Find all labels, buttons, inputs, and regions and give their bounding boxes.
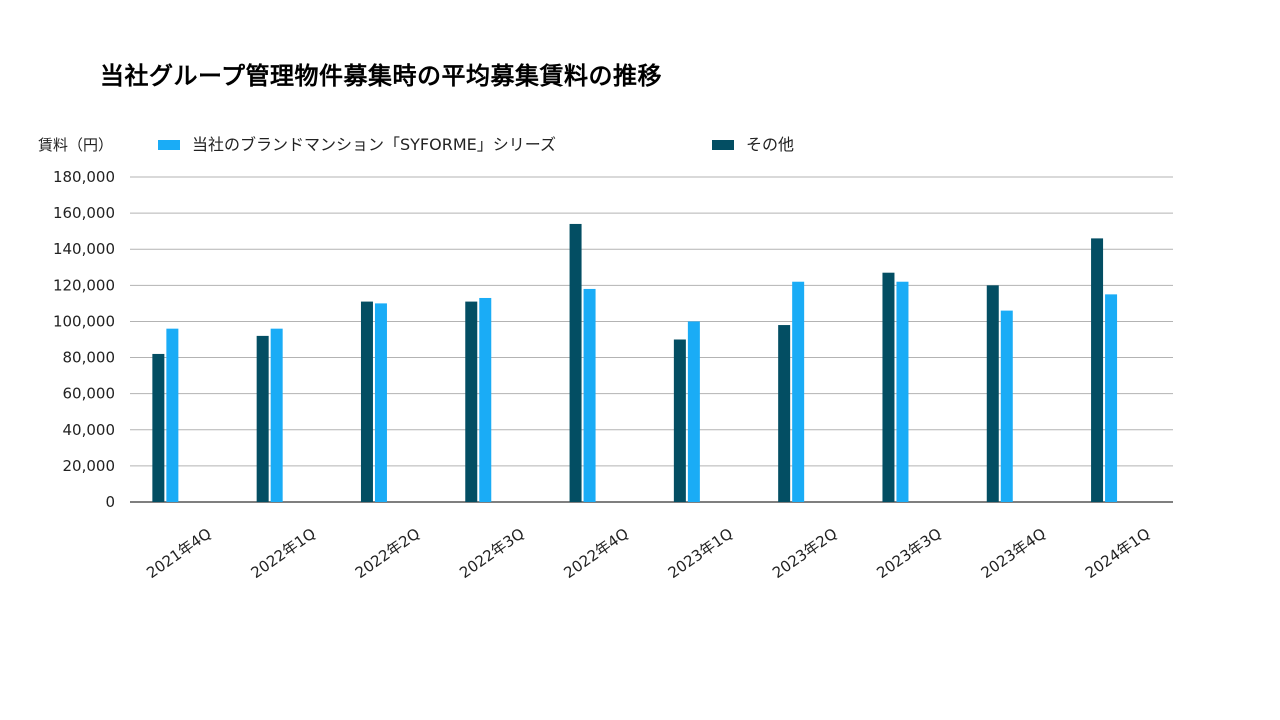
y-tick-label: 160,000 <box>53 204 115 222</box>
x-category-label: 2021年4Q <box>143 525 214 582</box>
y-tick-label: 0 <box>105 493 115 511</box>
bar-syforme <box>479 297 492 502</box>
bar-syforme <box>374 303 387 502</box>
legend: 当社のブランドマンション「SYFORME」シリーズ その他 <box>158 135 794 154</box>
x-category-label: 2022年2Q <box>352 525 423 582</box>
bar-other <box>465 301 478 502</box>
x-axis-labels: 2021年4Q 2022年1Q 2022年2Q 2022年3Q 2022年4Q 2023年… <box>143 525 1153 582</box>
bar-syforme <box>687 321 700 502</box>
bar-syforme <box>166 328 179 502</box>
bar-syforme <box>583 288 596 502</box>
x-category-label: 2022年4Q <box>560 525 631 582</box>
gridlines <box>130 176 1173 503</box>
bar-other <box>152 353 165 502</box>
x-category-label: 2022年3Q <box>456 525 527 582</box>
bar-syforme <box>896 281 909 502</box>
bar-syforme <box>270 328 283 502</box>
x-category-label: 2022年1Q <box>248 525 319 582</box>
y-tick-label: 40,000 <box>63 421 116 439</box>
y-axis-unit-label: 賃料（円） <box>38 136 113 154</box>
x-category-label: 2024年1Q <box>1082 525 1153 582</box>
x-category-label: 2023年1Q <box>665 525 736 582</box>
legend-swatch-other <box>712 140 734 150</box>
y-tick-label: 80,000 <box>63 349 116 367</box>
x-category-label: 2023年4Q <box>978 525 1049 582</box>
x-category-label: 2023年2Q <box>769 525 840 582</box>
bar-other <box>256 335 269 502</box>
legend-label-other: その他 <box>746 135 794 154</box>
bars <box>152 223 1118 502</box>
x-category-label: 2023年3Q <box>873 525 944 582</box>
bar-syforme <box>1105 294 1118 502</box>
bar-syforme <box>792 281 805 502</box>
legend-label-syforme: 当社のブランドマンション「SYFORME」シリーズ <box>192 135 556 154</box>
bar-other <box>569 223 582 502</box>
bar-other <box>673 339 686 502</box>
y-tick-label: 180,000 <box>53 168 115 186</box>
chart-title: 当社グループ管理物件募集時の平均募集賃料の推移 <box>100 62 663 90</box>
y-tick-label: 60,000 <box>63 385 116 403</box>
y-tick-label: 140,000 <box>53 240 115 258</box>
bar-other <box>1091 238 1104 502</box>
y-axis-ticks: 0 20,000 40,000 60,000 80,000 100,000 120,000 1… <box>53 168 115 511</box>
y-tick-label: 20,000 <box>63 457 116 475</box>
bar-other <box>360 301 373 502</box>
y-tick-label: 100,000 <box>53 312 115 330</box>
bar-syforme <box>1000 310 1013 502</box>
bar-other <box>986 285 999 502</box>
y-tick-label: 120,000 <box>53 276 115 294</box>
legend-swatch-syforme <box>158 140 180 150</box>
bar-other <box>882 272 895 502</box>
bar-other <box>778 325 791 502</box>
